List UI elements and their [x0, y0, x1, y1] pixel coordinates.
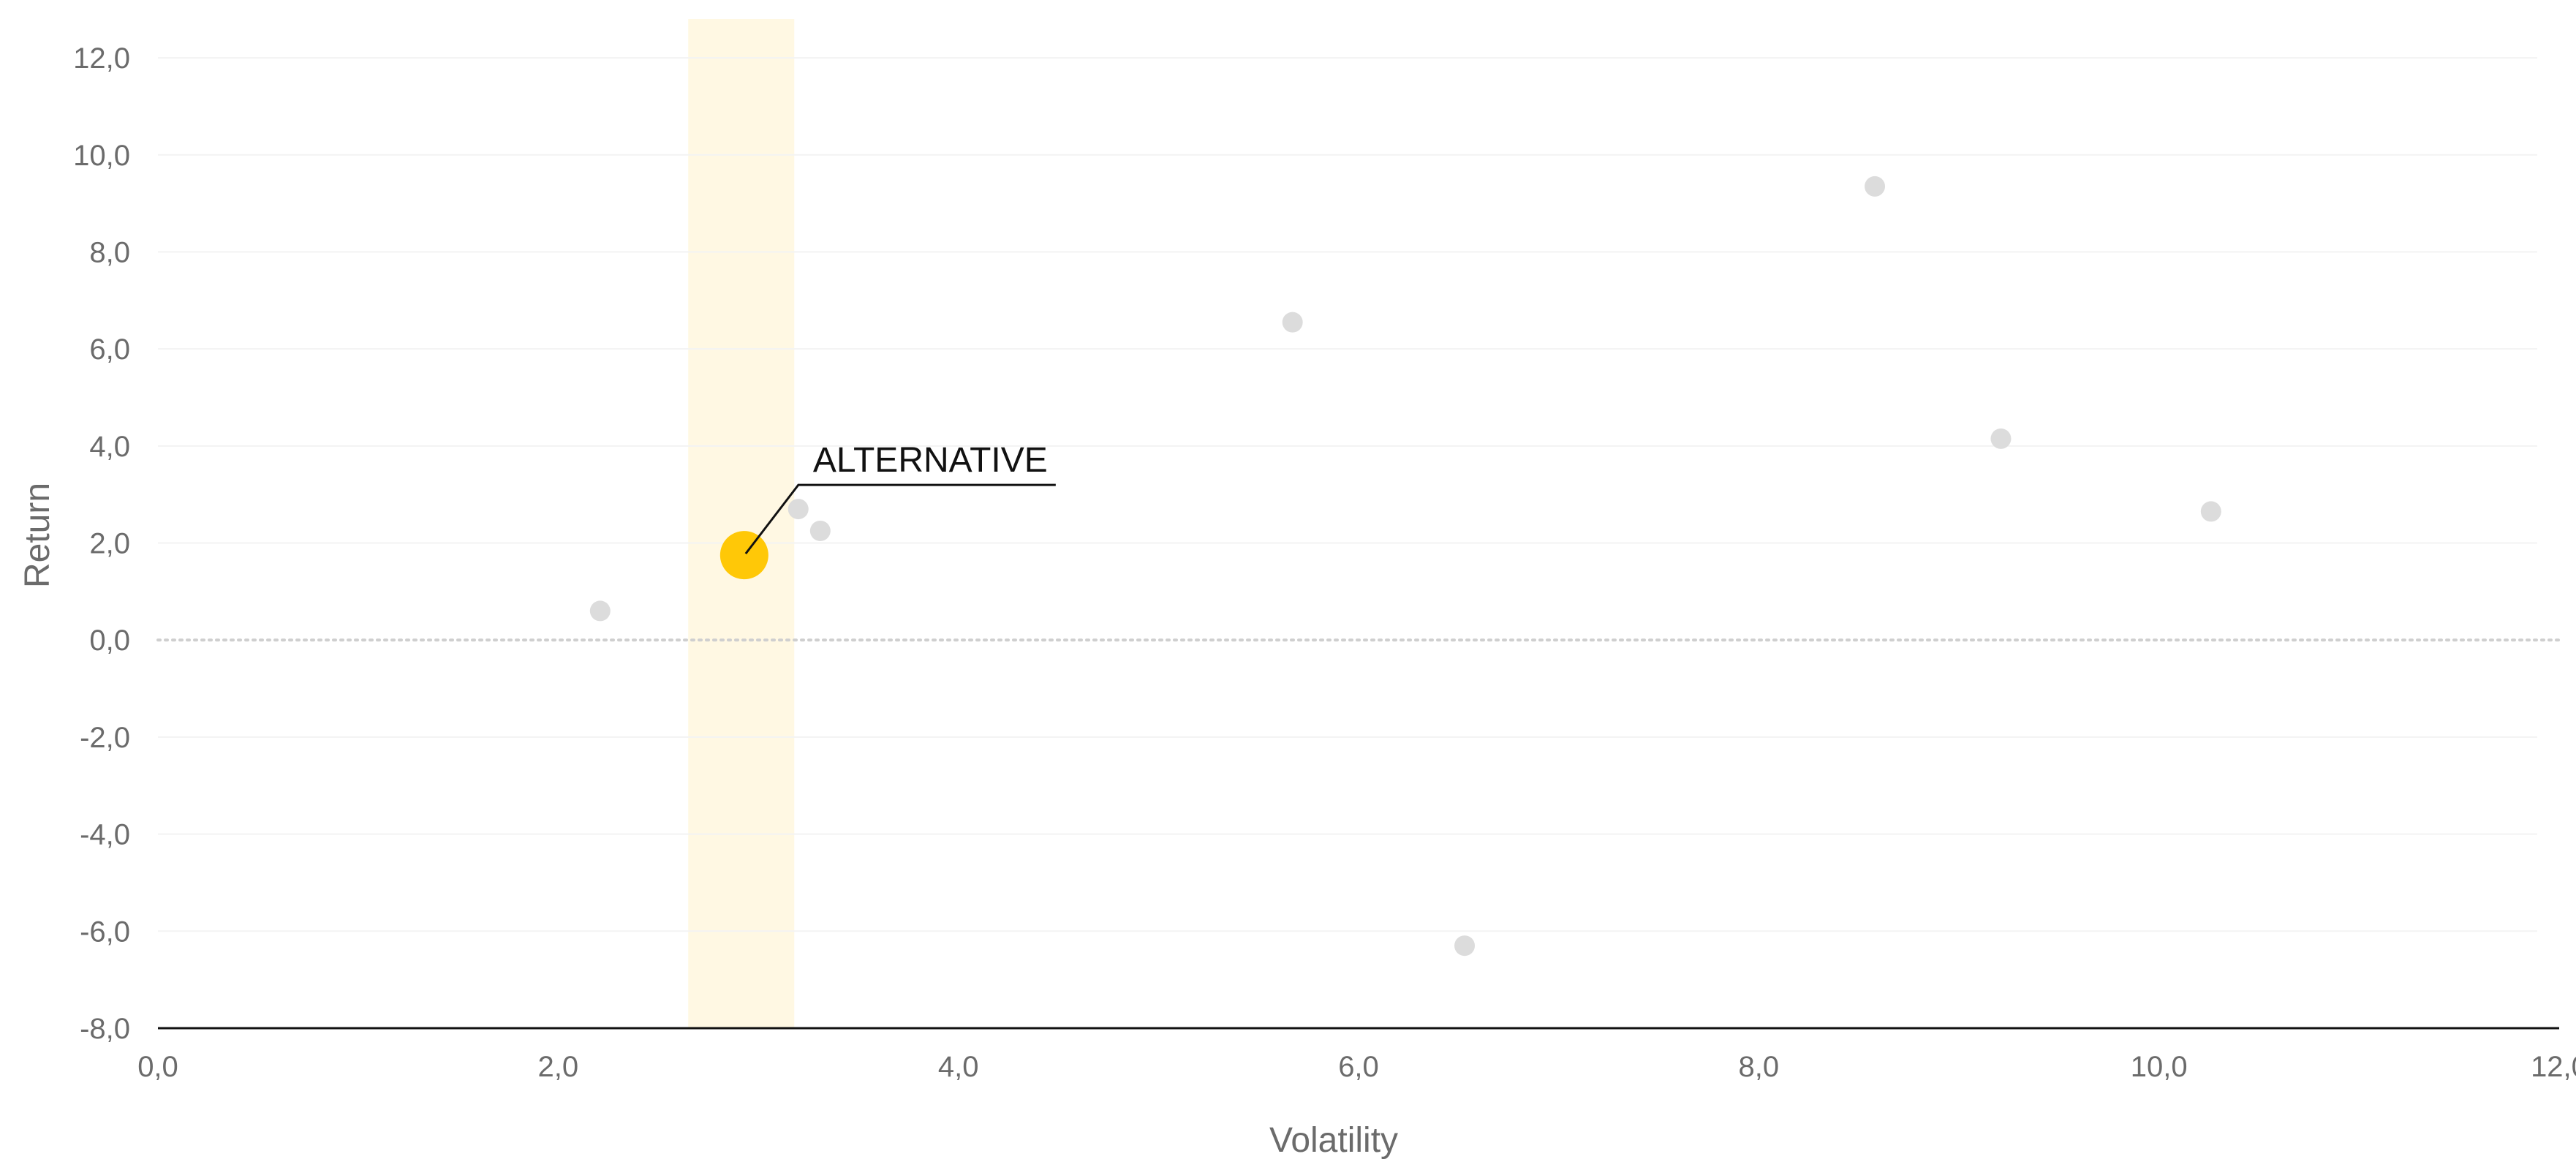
x-tick-label: 0,0: [137, 1051, 178, 1083]
x-tick-label: 6,0: [1338, 1051, 1379, 1083]
annotation-layer: ALTERNATIVE: [744, 441, 1056, 555]
y-tick-label: 6,0: [89, 333, 130, 366]
y-tick-label: 10,0: [73, 140, 130, 172]
y-tick-label: -4,0: [80, 819, 130, 851]
x-tick-label: 4,0: [938, 1051, 979, 1083]
data-point: [589, 600, 611, 622]
x-axis-title: Volatility: [1269, 1121, 1398, 1160]
highlighted-point: [719, 531, 768, 580]
x-tick-label: 8,0: [1739, 1051, 1780, 1083]
y-tick-label: 4,0: [89, 431, 130, 463]
y-tick-label: 12,0: [73, 42, 130, 75]
data-point: [809, 520, 831, 541]
y-tick-label: 8,0: [89, 236, 130, 268]
data-point: [1282, 312, 1303, 333]
highlight-band: [688, 19, 795, 1028]
data-point: [2200, 501, 2221, 522]
data-point: [1454, 935, 1476, 957]
data-point: [1990, 428, 2012, 449]
y-tick-label: 0,0: [89, 625, 130, 657]
gridlines-layer: [156, 57, 2561, 932]
x-tick-label: 12,0: [2531, 1051, 2576, 1083]
data-point: [787, 499, 809, 520]
y-tick-label: -8,0: [80, 1013, 130, 1045]
annotation-label: ALTERNATIVE: [813, 441, 1048, 480]
highlight-band-layer: [688, 19, 795, 1028]
tick-labels-layer: 12,010,08,06,04,02,00,0-2,0-4,0-6,0-8,00…: [73, 42, 2576, 1083]
y-tick-label: 2,0: [89, 528, 130, 560]
y-tick-label: -6,0: [80, 916, 130, 948]
x-tick-label: 10,0: [2131, 1051, 2188, 1083]
y-tick-label: -2,0: [80, 722, 130, 754]
annotation-leader-line: [744, 483, 1056, 555]
y-axis-title: Return: [18, 483, 57, 588]
points-layer: [589, 176, 2221, 957]
data-point: [1865, 176, 1886, 197]
x-tick-label: 2,0: [538, 1051, 579, 1083]
